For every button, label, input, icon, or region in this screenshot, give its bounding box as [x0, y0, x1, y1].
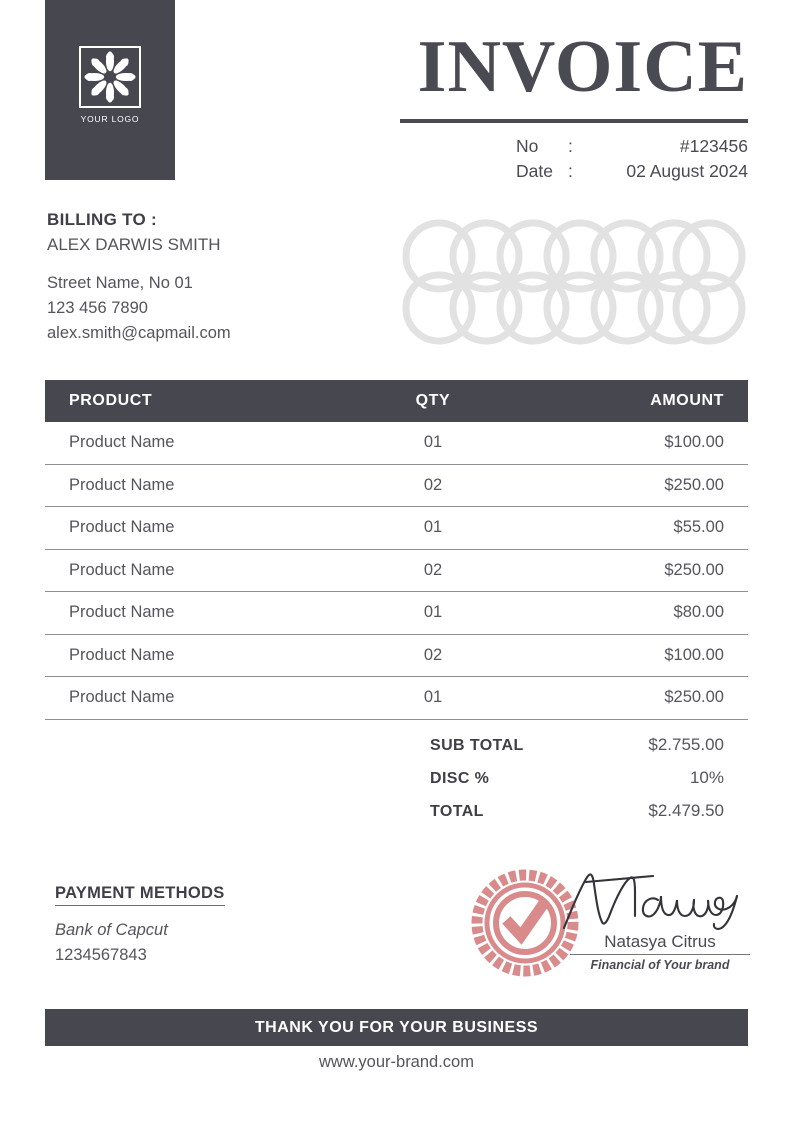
cell-qty: 02: [423, 645, 443, 664]
table-row: Product Name 01 $55.00: [45, 507, 748, 550]
payment-account-number: 1234567843: [55, 946, 147, 964]
billing-to-label: BILLING TO :: [47, 210, 157, 229]
invoice-number-value: #123456: [679, 136, 748, 156]
cell-qty: 01: [423, 688, 443, 707]
total-label: TOTAL: [430, 803, 484, 820]
invoice-number-colon: :: [568, 136, 573, 156]
cell-product: Product Name: [69, 645, 175, 664]
invoice-date-label: Date: [516, 161, 553, 181]
invoice-date-colon: :: [568, 161, 573, 181]
signature-section: Natasya Citrus Financial of Your brand: [470, 868, 750, 988]
line-items-table: PRODUCT QTY AMOUNT Product Name 01 $100.…: [45, 380, 748, 720]
table-row: Product Name 02 $250.00: [45, 465, 748, 507]
billing-street: Street Name, No 01: [47, 274, 193, 292]
cell-qty: 01: [423, 433, 443, 452]
website-url: www.your-brand.com: [319, 1053, 474, 1071]
total-row: TOTAL $2.479.50: [430, 795, 748, 828]
table-row: Product Name 01 $100.00: [45, 422, 748, 465]
pinwheel-petals-icon: [79, 46, 141, 108]
thank-you-bar: THANK YOU FOR YOUR BUSINESS: [45, 1009, 748, 1046]
cell-product: Product Name: [69, 560, 175, 579]
billing-customer-name: ALEX DARWIS SMITH: [47, 235, 221, 254]
logo-block: YOUR LOGO: [45, 0, 175, 180]
column-header-amount: AMOUNT: [650, 392, 724, 409]
billing-phone: 123 456 7890: [47, 299, 148, 317]
cell-qty: 01: [423, 518, 443, 537]
discount-row: DISC % 10%: [430, 762, 748, 795]
cell-qty: 01: [423, 603, 443, 622]
cell-amount: $55.00: [673, 518, 724, 537]
payment-bank-name: Bank of Capcut: [55, 921, 168, 939]
title-underline-rule: [400, 119, 748, 123]
invoice-date-value: 02 August 2024: [626, 161, 748, 181]
subtotal-label: SUB TOTAL: [430, 737, 524, 754]
cell-amount: $80.00: [673, 603, 724, 622]
signer-role: Financial of Your brand: [590, 958, 730, 972]
cell-amount: $100.00: [664, 433, 724, 452]
total-value: $2.479.50: [648, 801, 724, 820]
column-header-product: PRODUCT: [69, 392, 153, 409]
invoice-number-row: No : #123456: [398, 134, 748, 159]
page-title: INVOICE: [417, 26, 748, 108]
cell-amount: $250.00: [664, 475, 724, 494]
cell-amount: $100.00: [664, 645, 724, 664]
table-row: Product Name 02 $100.00: [45, 635, 748, 677]
cell-product: Product Name: [69, 688, 175, 707]
payment-methods-section: PAYMENT METHODS Bank of Capcut 123456784…: [55, 884, 355, 968]
column-header-qty: QTY: [415, 392, 451, 409]
billing-details: Street Name, No 01 123 456 7890 alex.smi…: [47, 271, 377, 346]
table-row: Product Name 01 $80.00: [45, 592, 748, 635]
billing-email: alex.smith@capmail.com: [47, 324, 231, 342]
invoice-date-row: Date : 02 August 2024: [398, 159, 748, 184]
cell-product: Product Name: [69, 475, 175, 494]
table-header-row: PRODUCT QTY AMOUNT: [45, 380, 748, 422]
overlapping-rings-decoration: [398, 216, 750, 351]
table-row: Product Name 01 $250.00: [45, 677, 748, 720]
handwritten-signature: [558, 870, 758, 932]
cell-product: Product Name: [69, 518, 175, 537]
discount-value: 10%: [689, 768, 724, 787]
signer-name: Natasya Citrus: [570, 932, 750, 955]
table-row: Product Name 02 $250.00: [45, 550, 748, 592]
subtotal-value: $2.755.00: [648, 735, 724, 754]
cell-product: Product Name: [69, 433, 175, 452]
approved-checkmark-stamp: [470, 868, 580, 978]
cell-qty: 02: [423, 560, 443, 579]
subtotal-row: SUB TOTAL $2.755.00: [430, 729, 748, 762]
cell-amount: $250.00: [664, 560, 724, 579]
cell-product: Product Name: [69, 603, 175, 622]
cell-qty: 02: [423, 475, 443, 494]
cell-amount: $250.00: [664, 688, 724, 707]
invoice-number-label: No: [516, 136, 539, 156]
payment-methods-title: PAYMENT METHODS: [55, 884, 225, 906]
billing-section: BILLING TO : ALEX DARWIS SMITH Street Na…: [47, 208, 377, 346]
invoice-meta: No : #123456 Date : 02 August 2024: [398, 134, 748, 184]
totals-section: SUB TOTAL $2.755.00 DISC % 10% TOTAL $2.…: [430, 729, 748, 828]
logo-text: YOUR LOGO: [80, 114, 140, 124]
discount-label: DISC %: [430, 770, 490, 787]
